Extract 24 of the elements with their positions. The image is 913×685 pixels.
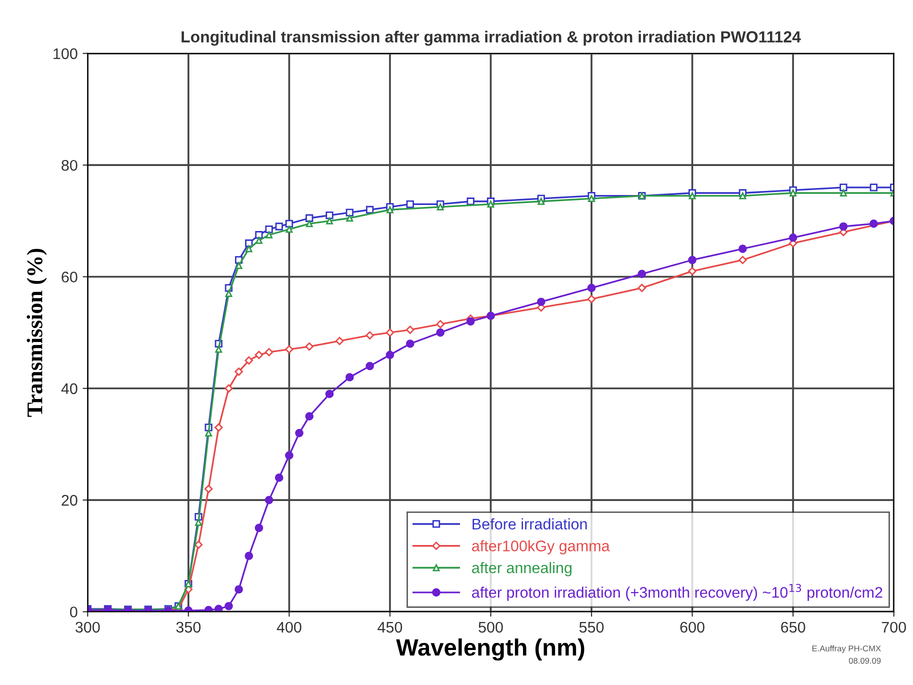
y-tick-label: 100 xyxy=(54,48,78,60)
x-tick-label: 450 xyxy=(378,622,402,633)
legend-label: Before irradiation xyxy=(472,518,587,530)
y-tick-label: 60 xyxy=(62,272,78,282)
x-tick-label: 550 xyxy=(579,622,604,633)
y-axis-title: Transmission (%) xyxy=(26,248,47,417)
y-tick-label: 20 xyxy=(62,494,78,506)
x-tick-label: 350 xyxy=(176,622,201,633)
text: E.Auffray PH-CMX xyxy=(812,645,881,654)
x-tick-label: 400 xyxy=(276,622,302,633)
chart-title: Longitudinal transmission after gamma irradiation & proton irradiation PWO11124 xyxy=(182,30,801,46)
x-tick-label: 650 xyxy=(781,622,806,633)
y-tick-label: 40 xyxy=(61,383,78,394)
x-axis-title: Wavelength (nm) xyxy=(396,638,584,661)
x-tick-label: 300 xyxy=(75,622,100,633)
legend-label: after100kGy gamma xyxy=(472,540,610,554)
y-tick-label: 80 xyxy=(62,160,78,171)
legend-label: after annealing xyxy=(472,562,572,576)
y-tick-label: 0 xyxy=(70,606,78,618)
x-tick-label: 600 xyxy=(680,622,704,633)
legend-label: after proton irradiation (+3month recovery) ~10$^{13}$ proton/cm2 xyxy=(472,584,882,601)
x-tick-label: 500 xyxy=(478,622,503,633)
text: 08.09.09 xyxy=(848,658,881,664)
x-tick-label: 700 xyxy=(882,622,906,633)
